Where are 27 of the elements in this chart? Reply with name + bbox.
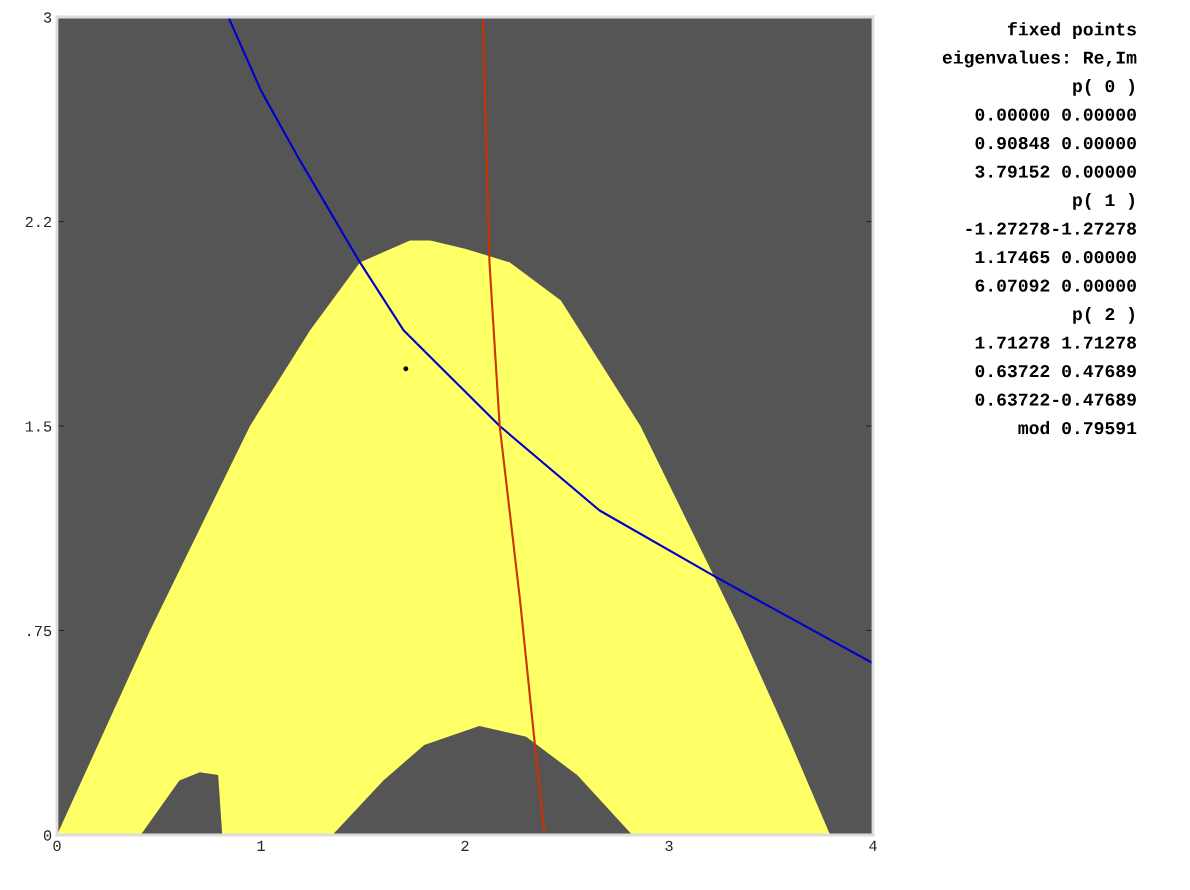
text: 0.90848 0.00000 <box>975 137 1136 150</box>
text: p( 1 ) <box>1073 193 1134 210</box>
x-tick-label: 3 <box>665 840 673 852</box>
text: 0.63722 0.47689 <box>975 365 1136 378</box>
text: 0.63722-0.47689 <box>975 393 1136 406</box>
text: 1.71278 1.71278 <box>975 336 1137 349</box>
y-tick-label: 3 <box>43 12 52 23</box>
y-tick-label: .75 <box>28 625 52 637</box>
text: p( 0 ) <box>1073 79 1134 96</box>
y-tick-label: 2.2 <box>25 216 52 228</box>
x-tick-label: 0 <box>53 840 61 852</box>
text: fixed points <box>1008 22 1136 40</box>
text: 6.07092 0.00000 <box>975 279 1136 292</box>
text: mod 0.79591 <box>1018 421 1137 435</box>
line-series <box>481 17 546 835</box>
text: p( 2 ) <box>1073 307 1134 324</box>
text: eigenvalues: Re,Im <box>942 50 1137 68</box>
line-series <box>227 17 873 665</box>
text: -1.27278-1.27278 <box>966 222 1137 235</box>
y-tick-label: 0 <box>43 830 52 841</box>
y-tick-label: 1.5 <box>25 421 52 432</box>
text: 3.79152 0.00000 <box>975 165 1136 178</box>
text: 0.00000 0.00000 <box>975 108 1136 121</box>
x-tick-label: 4 <box>869 840 877 851</box>
x-tick-label: 2 <box>461 840 469 851</box>
x-tick-label: 1 <box>257 840 265 851</box>
text: 1.17465 0.00000 <box>975 251 1136 264</box>
